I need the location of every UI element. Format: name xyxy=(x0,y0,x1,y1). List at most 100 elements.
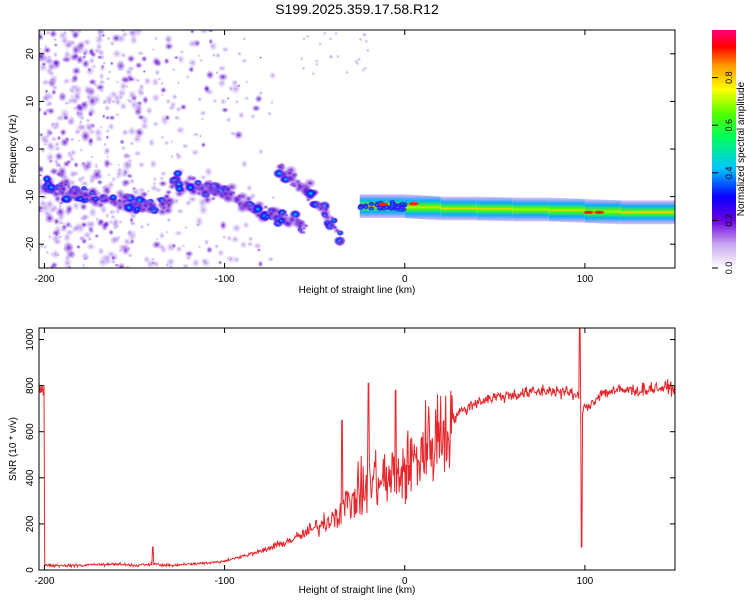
noise-blob xyxy=(165,230,169,234)
noise-blob xyxy=(98,79,106,86)
noise-blob xyxy=(76,244,81,250)
noise-blob xyxy=(43,142,48,147)
noise-blob xyxy=(65,204,74,215)
noise-blob xyxy=(81,59,90,69)
x-tick-label: -100 xyxy=(215,576,235,587)
noise-blob xyxy=(318,42,323,47)
noise-blob xyxy=(77,176,84,183)
noise-blob xyxy=(248,235,254,242)
noise-blob xyxy=(242,221,250,229)
noise-blob xyxy=(54,163,60,168)
y-tick-label: 400 xyxy=(25,469,36,486)
noise-blob xyxy=(127,126,137,137)
noise-blob xyxy=(200,142,206,148)
noise-blob xyxy=(102,61,106,66)
x-tick-label: -100 xyxy=(215,274,235,285)
noise-blob xyxy=(75,110,85,120)
noise-blob xyxy=(198,58,204,63)
noise-blob xyxy=(106,155,110,159)
noise-blob xyxy=(328,37,333,42)
noise-blob xyxy=(150,184,159,192)
ridge-blob xyxy=(246,206,254,212)
main-line-blob xyxy=(397,207,404,212)
noise-blob xyxy=(87,110,94,118)
main-line-segment xyxy=(476,196,513,222)
ridge-blob xyxy=(275,163,284,170)
noise-blob xyxy=(119,102,128,111)
noise-blob xyxy=(77,139,81,142)
noise-blob xyxy=(200,174,207,181)
ridge-blob xyxy=(78,191,84,196)
noise-blob xyxy=(80,47,91,57)
noise-blob xyxy=(67,265,72,268)
noise-blob xyxy=(142,70,146,73)
noise-blob xyxy=(105,212,110,219)
colorbar-gradient xyxy=(712,30,736,268)
noise-blob xyxy=(106,180,115,190)
noise-blob xyxy=(198,30,209,35)
noise-blob xyxy=(154,36,158,41)
x-tick-label: 100 xyxy=(577,274,594,285)
noise-blob xyxy=(114,112,120,117)
noise-blob xyxy=(111,217,120,227)
noise-blob xyxy=(50,249,60,260)
spectrogram-content xyxy=(39,30,675,268)
main-line-hotspot xyxy=(583,210,594,214)
ridge-blob xyxy=(80,185,87,191)
noise-blob xyxy=(85,118,91,123)
noise-blob xyxy=(114,263,119,267)
noise-blob xyxy=(241,58,248,64)
noise-blob xyxy=(365,48,370,53)
noise-blob xyxy=(175,126,186,135)
noise-blob xyxy=(70,94,74,98)
ridge-blob xyxy=(304,188,317,199)
ridge-blob xyxy=(83,197,90,203)
noise-blob xyxy=(134,101,144,112)
noise-blob xyxy=(218,260,223,265)
noise-blob xyxy=(59,128,67,137)
noise-blob xyxy=(345,70,350,75)
noise-blob xyxy=(64,39,73,50)
noise-blob xyxy=(92,169,102,181)
noise-blob xyxy=(188,66,195,73)
noise-blob xyxy=(60,137,70,148)
colorbar-tick-label: 0.0 xyxy=(724,262,734,275)
noise-blob xyxy=(191,148,200,156)
snr-panel: -200 -100 0 100 0 200 400 600 800 1000 Height of… xyxy=(8,327,676,596)
noise-blob xyxy=(151,48,155,51)
ridge-blob xyxy=(285,174,295,182)
noise-blob xyxy=(47,100,53,107)
ridge-blob xyxy=(60,194,73,204)
noise-blob xyxy=(270,100,274,105)
noise-blob xyxy=(160,81,164,86)
noise-blob xyxy=(181,244,186,248)
noise-blob xyxy=(185,255,192,261)
noise-blob xyxy=(240,159,248,169)
noise-blob xyxy=(39,50,47,63)
noise-blob xyxy=(68,250,76,257)
ridge-blob xyxy=(264,214,271,220)
noise-blob xyxy=(39,243,45,249)
noise-blob xyxy=(77,30,83,34)
noise-blob xyxy=(99,65,106,72)
noise-blob xyxy=(125,265,130,268)
noise-blob xyxy=(62,77,71,85)
noise-blob xyxy=(106,173,111,177)
noise-blob xyxy=(164,114,171,121)
noise-blob xyxy=(361,67,366,72)
noise-blob xyxy=(62,245,69,252)
noise-blob xyxy=(51,84,59,91)
noise-blob xyxy=(158,243,166,251)
noise-blob xyxy=(314,58,319,63)
noise-blob xyxy=(101,221,110,228)
noise-blob xyxy=(90,155,95,159)
noise-blob xyxy=(48,234,52,240)
noise-blob xyxy=(127,241,132,245)
noise-blob xyxy=(127,252,133,258)
noise-blob xyxy=(299,56,304,61)
noise-blob xyxy=(104,104,111,112)
ridge-blob xyxy=(174,185,184,193)
ridge-blob xyxy=(42,184,48,189)
noise-blob xyxy=(85,220,94,229)
noise-blob xyxy=(82,231,93,239)
